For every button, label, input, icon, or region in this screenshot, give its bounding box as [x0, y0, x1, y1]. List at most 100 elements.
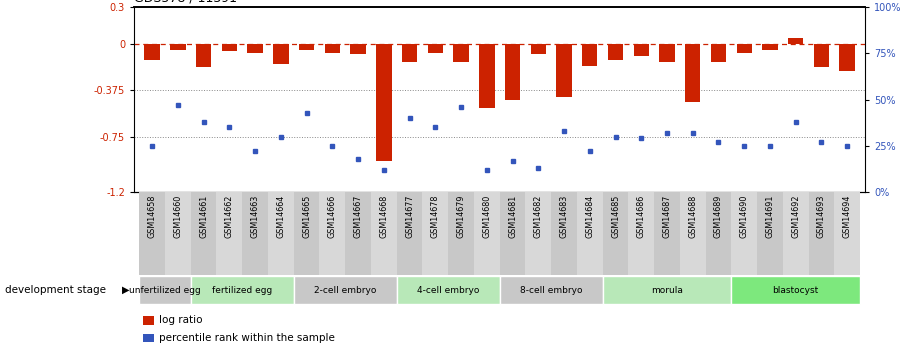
Bar: [783, 192, 808, 275]
Text: GSM14658: GSM14658: [148, 195, 157, 238]
Text: unfertilized egg: unfertilized egg: [130, 286, 201, 295]
Text: GSM14660: GSM14660: [173, 195, 182, 238]
Text: GSM14682: GSM14682: [534, 195, 543, 238]
Bar: [422, 192, 448, 275]
Bar: [531, 44, 546, 54]
Text: GSM14677: GSM14677: [405, 195, 414, 238]
Bar: [500, 276, 602, 304]
Bar: [551, 192, 577, 275]
Bar: [654, 192, 680, 275]
Text: log ratio: log ratio: [159, 315, 203, 325]
Bar: [629, 192, 654, 275]
Bar: [556, 44, 572, 97]
Text: GSM14665: GSM14665: [302, 195, 311, 238]
Text: GSM14683: GSM14683: [560, 195, 569, 238]
Bar: [217, 192, 242, 275]
Bar: [808, 192, 834, 275]
Text: ▶: ▶: [122, 285, 130, 295]
Bar: [376, 44, 391, 161]
Bar: [273, 44, 288, 64]
Bar: [448, 192, 474, 275]
Bar: [834, 192, 860, 275]
Bar: [479, 44, 495, 108]
Bar: [685, 44, 700, 102]
Text: GSM14691: GSM14691: [766, 195, 775, 238]
Bar: [840, 44, 855, 71]
Text: 2-cell embryo: 2-cell embryo: [314, 286, 376, 295]
Bar: [191, 276, 294, 304]
Bar: [757, 192, 783, 275]
Bar: [165, 192, 191, 275]
Bar: [660, 44, 675, 62]
Text: GSM14686: GSM14686: [637, 195, 646, 238]
Bar: [397, 192, 422, 275]
Bar: [196, 44, 211, 67]
Bar: [602, 276, 731, 304]
Text: GSM14668: GSM14668: [380, 195, 389, 238]
Text: GSM14694: GSM14694: [843, 195, 852, 238]
Text: morula: morula: [651, 286, 683, 295]
Bar: [143, 316, 154, 325]
Bar: [505, 44, 520, 100]
Bar: [633, 44, 649, 56]
Bar: [268, 192, 294, 275]
Bar: [140, 192, 165, 275]
Text: fertilized egg: fertilized egg: [212, 286, 273, 295]
Bar: [222, 44, 237, 51]
Bar: [397, 276, 500, 304]
Text: GSM14692: GSM14692: [791, 195, 800, 238]
Bar: [731, 276, 860, 304]
Bar: [299, 44, 314, 50]
Bar: [525, 192, 551, 275]
Text: blastocyst: blastocyst: [773, 286, 819, 295]
Bar: [242, 192, 268, 275]
Bar: [762, 44, 777, 50]
Text: 8-cell embryo: 8-cell embryo: [520, 286, 583, 295]
Bar: [144, 44, 159, 60]
Bar: [500, 192, 525, 275]
Text: GSM14688: GSM14688: [689, 195, 698, 238]
Bar: [582, 44, 597, 66]
Text: GSM14690: GSM14690: [739, 195, 748, 238]
Bar: [191, 192, 217, 275]
Text: GSM14685: GSM14685: [611, 195, 620, 238]
Text: GSM14679: GSM14679: [457, 195, 466, 238]
Text: GSM14661: GSM14661: [199, 195, 208, 238]
Text: GDS578 / 11391: GDS578 / 11391: [134, 0, 237, 4]
Bar: [294, 192, 320, 275]
Text: development stage: development stage: [5, 285, 105, 295]
Bar: [453, 44, 468, 62]
Bar: [731, 192, 757, 275]
Text: GSM14681: GSM14681: [508, 195, 517, 238]
Text: 4-cell embryo: 4-cell embryo: [417, 286, 479, 295]
Bar: [143, 334, 154, 342]
Text: GSM14667: GSM14667: [353, 195, 362, 238]
Bar: [814, 44, 829, 67]
Bar: [711, 44, 727, 62]
Bar: [428, 44, 443, 52]
Bar: [706, 192, 731, 275]
Bar: [402, 44, 418, 62]
Bar: [602, 192, 629, 275]
Text: GSM14687: GSM14687: [662, 195, 671, 238]
Bar: [474, 192, 500, 275]
Bar: [247, 44, 263, 52]
Bar: [324, 44, 340, 52]
Text: GSM14689: GSM14689: [714, 195, 723, 238]
Bar: [294, 276, 397, 304]
Bar: [577, 192, 602, 275]
Bar: [351, 44, 366, 54]
Bar: [345, 192, 371, 275]
Bar: [608, 44, 623, 60]
Bar: [140, 276, 191, 304]
Bar: [320, 192, 345, 275]
Text: GSM14680: GSM14680: [482, 195, 491, 238]
Bar: [680, 192, 706, 275]
Text: GSM14666: GSM14666: [328, 195, 337, 238]
Bar: [737, 44, 752, 52]
Text: GSM14664: GSM14664: [276, 195, 285, 238]
Bar: [788, 38, 804, 44]
Text: GSM14663: GSM14663: [251, 195, 260, 238]
Text: percentile rank within the sample: percentile rank within the sample: [159, 333, 335, 343]
Text: GSM14684: GSM14684: [585, 195, 594, 238]
